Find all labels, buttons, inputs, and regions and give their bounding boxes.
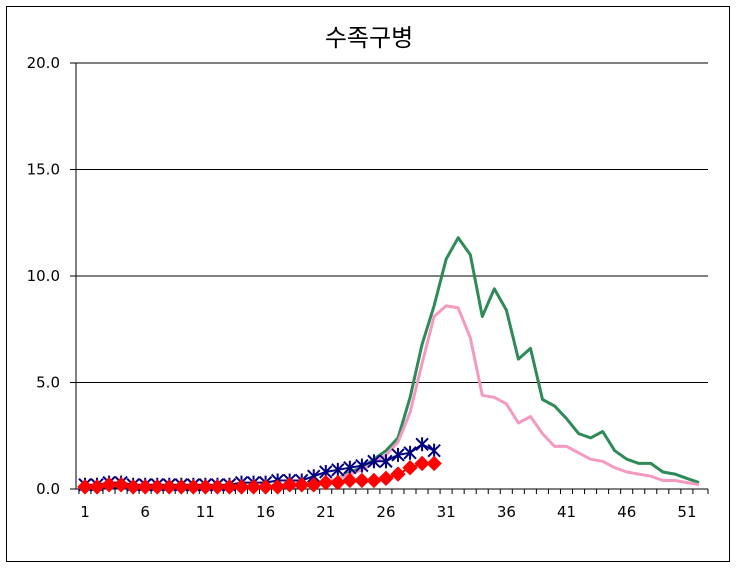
tick-labels: 0.05.010.015.020.01 6 11 16 21 26 31 36 41 46 51 xyxy=(27,54,697,521)
series-3-point-27 xyxy=(402,459,418,476)
series-3-point-0 xyxy=(77,479,93,495)
series-2-point-27 xyxy=(403,445,417,460)
series-3-point-13 xyxy=(233,479,250,495)
x-tick-label-5: 26 xyxy=(376,503,395,521)
x-tick-label-9: 46 xyxy=(617,503,636,521)
y-tick-label-1: 5.0 xyxy=(36,374,60,392)
series-3-point-26 xyxy=(390,466,406,482)
series-3-point-17 xyxy=(281,477,298,493)
series-3-point-11 xyxy=(209,479,226,495)
series-3-point-20 xyxy=(318,474,334,491)
chart-frame xyxy=(6,6,730,562)
x-tick-label-10: 51 xyxy=(677,503,696,521)
y-tick-label-0: 0.0 xyxy=(36,480,60,498)
series-3-point-2 xyxy=(101,477,117,493)
series-3-point-9 xyxy=(185,479,202,495)
x-tick-label-3: 16 xyxy=(256,503,275,521)
series-2-point-28 xyxy=(415,437,429,452)
series-3-point-4 xyxy=(125,479,141,495)
series-3-point-14 xyxy=(245,479,262,495)
chart-title: 수족구병 xyxy=(324,24,414,52)
series-2-point-29 xyxy=(427,443,441,458)
series-3-point-5 xyxy=(137,479,153,495)
x-tick-label-1: 6 xyxy=(140,503,150,521)
series-3-point-8 xyxy=(173,479,190,495)
x-tick-label-6: 31 xyxy=(437,503,456,521)
series-3-point-1 xyxy=(89,479,105,495)
x-tick-label-4: 21 xyxy=(316,503,335,521)
series-3-point-28 xyxy=(414,455,430,472)
x-tick-label-0: 1 xyxy=(80,503,90,521)
x-tick-label-2: 11 xyxy=(196,503,215,521)
series-2-point-21 xyxy=(331,462,345,477)
series-3-point-10 xyxy=(197,479,214,495)
series-3-point-22 xyxy=(342,472,358,489)
series-3-point-12 xyxy=(221,479,238,495)
series-3-point-6 xyxy=(149,479,165,495)
series-3-point-25 xyxy=(378,470,394,487)
series-3-point-29 xyxy=(426,455,442,472)
y-tick-label-3: 15.0 xyxy=(27,161,60,179)
x-tick-label-8: 41 xyxy=(557,503,576,521)
series-layer xyxy=(77,236,700,495)
series-2-point-25 xyxy=(379,454,393,469)
axes xyxy=(70,62,709,494)
series-3-point-24 xyxy=(366,472,382,489)
series-2-point-22 xyxy=(343,460,357,475)
series-2-point-23 xyxy=(355,458,369,473)
y-tick-label-4: 20.0 xyxy=(27,54,60,72)
series-3-point-15 xyxy=(257,479,274,495)
series-3-point-7 xyxy=(161,479,177,495)
gridlines xyxy=(76,62,708,383)
series-2-point-24 xyxy=(367,454,381,469)
y-tick-label-2: 10.0 xyxy=(27,267,60,285)
series-3-point-3 xyxy=(113,477,129,493)
series-2-point-26 xyxy=(391,447,405,462)
series-3-point-23 xyxy=(354,472,370,489)
x-tick-label-7: 36 xyxy=(497,503,516,521)
series-3-point-18 xyxy=(293,477,310,493)
